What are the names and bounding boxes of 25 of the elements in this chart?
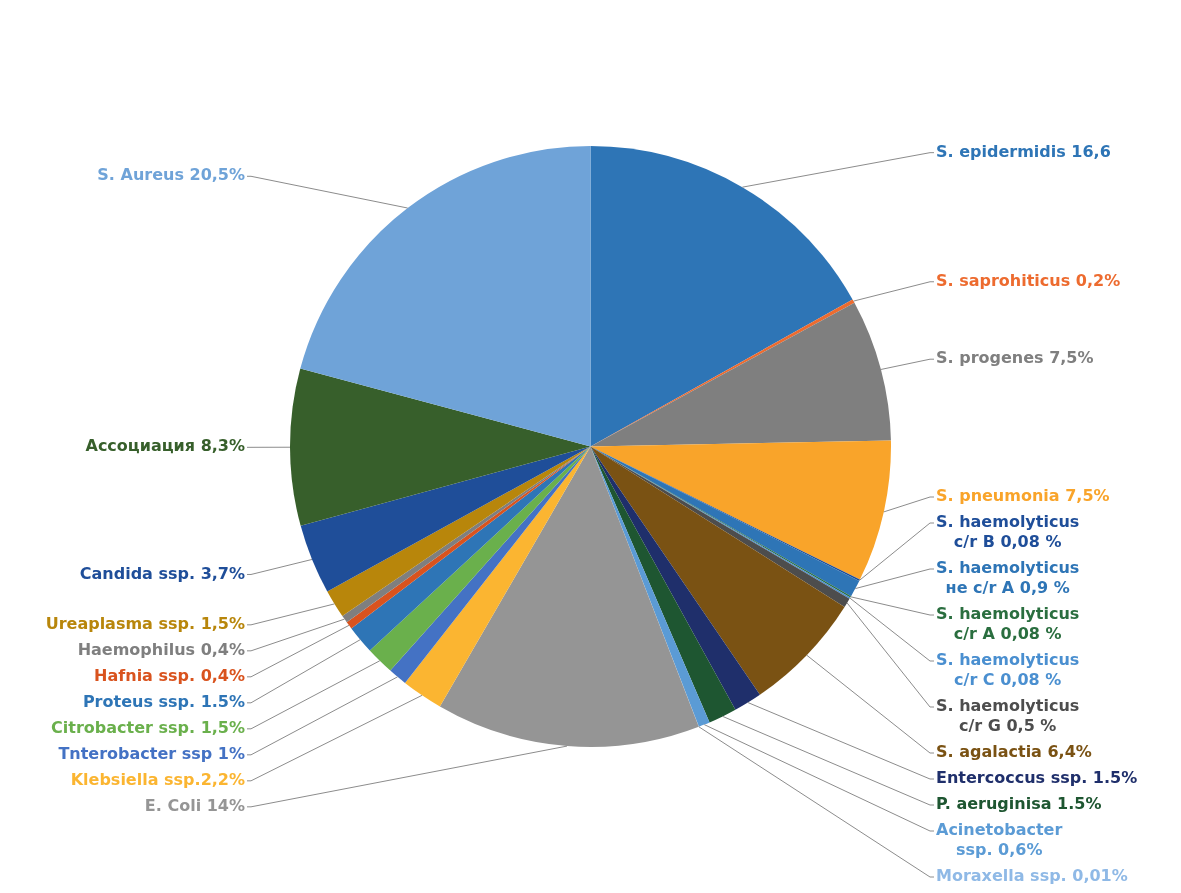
slice-label: Hafnia ssp. 0,4% [94,666,246,685]
slice-label: E. Coli 14% [144,796,246,815]
slice-label: Tnterobacter ssp 1% [58,744,246,763]
slice-label: S. haemolyticus c/r B 0,08 % [936,512,1080,552]
slice-label: S. haemolyticus c/r A 0,08 % [936,604,1080,644]
slice-label: S. epidermidis 16,6 [936,141,1111,161]
slice-label: Moraxella ssp. 0,01% [936,866,1128,886]
slice-label: Ureaplasma ssp. 1,5% [45,614,246,633]
slice-label: S. haemolyticus c/r G 0,5 % [936,696,1080,736]
slice-label: S. agalactia 6,4% [936,742,1092,762]
slice-label: Klebsiella ssp.2,2% [70,770,246,789]
slice-label: S. haemolyticus c/r C 0,08 % [936,650,1080,690]
slice-label: Haemophilus 0,4% [77,640,245,659]
slice-label: Acinetobacter ssp. 0,6% [936,820,1063,860]
slice-label: Citrobacter ssp. 1,5% [51,718,246,737]
slice-label: S. Aureus 20,5% [97,165,246,185]
slice-label: Entercoccus ssp. 1.5% [936,768,1138,788]
slice-label: S. progenes 7,5% [936,348,1094,368]
slice-label: Ассоциация 8,3% [85,436,245,456]
slice-label: S. pneumonia 7,5% [936,486,1110,506]
slice-label: P. aeruginisa 1.5% [936,794,1102,814]
slice-label: S. haemolyticus не c/r A 0,9 % [936,558,1080,598]
slice-label: Proteus ssp. 1.5% [82,692,246,711]
slice-label: S. saprohiticus 0,2% [936,270,1121,290]
slice-label: Candida ssp. 3,7% [79,563,246,583]
